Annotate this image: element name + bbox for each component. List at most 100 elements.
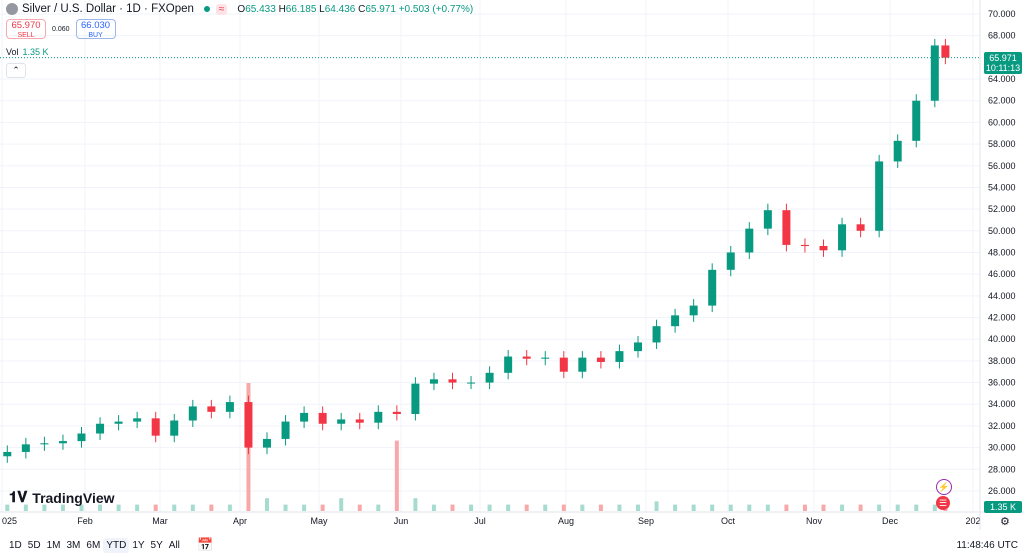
- candle-body: [96, 423, 105, 434]
- calendar-icon[interactable]: 📅: [197, 537, 214, 552]
- y-tick-label: 60.000: [988, 117, 1016, 127]
- range-5d[interactable]: 5D: [27, 540, 41, 551]
- candle-body: [467, 382, 476, 384]
- volume-bar: [636, 504, 640, 511]
- candle-body: [596, 357, 605, 362]
- candle-body: [838, 224, 847, 251]
- candle-body: [170, 420, 179, 436]
- candle-body: [930, 45, 939, 101]
- y-tick-label: 44.000: [988, 291, 1016, 301]
- candle-body: [634, 342, 642, 352]
- candle-body: [541, 357, 550, 359]
- candle-body: [114, 421, 123, 424]
- candle-body: [912, 100, 921, 141]
- volume-bar: [209, 504, 214, 511]
- range-1d[interactable]: 1D: [9, 540, 22, 551]
- y-tick-label: 48.000: [988, 247, 1016, 257]
- clock[interactable]: 11:48:46 UTC: [956, 540, 1018, 551]
- volume-bar: [710, 504, 715, 511]
- candle-body: [652, 326, 661, 343]
- volume-bar: [227, 504, 232, 511]
- range-all[interactable]: All: [168, 540, 180, 551]
- volume-bar: [543, 504, 548, 511]
- candle-body: [318, 412, 327, 424]
- x-tick-label: Mar: [152, 516, 168, 526]
- y-tick-label: 32.000: [988, 421, 1016, 431]
- range-5y[interactable]: 5Y: [150, 540, 163, 551]
- x-tick-label: Oct: [721, 516, 736, 526]
- candle-body: [207, 406, 216, 412]
- volume-bar: [654, 501, 659, 511]
- range-1m[interactable]: 1M: [46, 540, 61, 551]
- x-tick-label: Apr: [233, 516, 247, 526]
- volume-bar: [302, 504, 307, 511]
- lightning-icon[interactable]: ⚡: [936, 479, 952, 495]
- volume-bar: [153, 504, 158, 511]
- range-3m[interactable]: 3M: [66, 540, 81, 551]
- candle-body: [819, 245, 828, 251]
- buy-button[interactable]: 66.030 BUY: [75, 19, 116, 39]
- volume-bar: [431, 504, 436, 511]
- volume-bar: [858, 504, 863, 511]
- candle-body: [726, 252, 735, 270]
- y-tick-label: 52.000: [988, 204, 1016, 214]
- candle-body: [763, 210, 772, 229]
- y-tick-label: 50.000: [988, 226, 1016, 236]
- y-tick-label: 26.000: [988, 486, 1016, 496]
- candle-body: [392, 411, 401, 414]
- volume-bar: [487, 504, 492, 511]
- y-tick-label: 28.000: [988, 464, 1016, 474]
- candle-body: [244, 402, 253, 448]
- candle-body: [151, 418, 160, 436]
- volume-bar: [877, 504, 882, 511]
- volume-bar: [598, 504, 603, 511]
- volume-bar: [691, 504, 696, 511]
- volume-bar: [98, 504, 103, 511]
- volume-bar: [840, 504, 845, 511]
- candle-body: [893, 140, 902, 162]
- y-tick-label: 40.000: [988, 334, 1016, 344]
- volume-bar: [747, 504, 752, 511]
- y-tick-label: 70.000: [988, 9, 1016, 19]
- candle-body: [429, 379, 438, 384]
- volume-bar: [394, 440, 399, 511]
- range-ytd[interactable]: YTD: [103, 538, 130, 553]
- x-tick-label: 025: [2, 516, 17, 526]
- volume-bar: [23, 504, 28, 511]
- x-tick-label: Dec: [882, 516, 899, 526]
- price-chart[interactable]: 70.000 68.000 64.000 62.000 60.000 58.000 56.0…: [0, 0, 1024, 530]
- volume-bar: [802, 504, 807, 511]
- volume-bar: [895, 504, 900, 511]
- symbol-legend: Silver / U.S. Dollar · 1D · FXOpen ≈ O65…: [6, 3, 473, 15]
- candle-body: [3, 451, 12, 457]
- x-tick-label: Jun: [394, 516, 409, 526]
- candle-body: [133, 418, 142, 422]
- us-flag-events-icon[interactable]: ☰: [936, 496, 950, 510]
- x-tick-label: May: [310, 516, 328, 526]
- range-6m[interactable]: 6M: [86, 540, 101, 551]
- candle-body: [615, 351, 624, 362]
- candle-body: [58, 441, 67, 444]
- candle-body: [941, 45, 950, 58]
- volume-bar: [265, 498, 269, 511]
- candle-body: [856, 224, 865, 231]
- trade-panel: 65.970 SELL 0.060 66.030 BUY: [6, 19, 116, 39]
- symbol-title[interactable]: Silver / U.S. Dollar · 1D · FXOpen: [22, 3, 194, 15]
- settings-icon[interactable]: ⚙: [1000, 516, 1010, 528]
- candle-body: [188, 406, 197, 421]
- silver-symbol-icon: [6, 3, 18, 15]
- candle-body: [374, 411, 383, 423]
- sell-button[interactable]: 65.970 SELL: [6, 19, 46, 39]
- volume-bar: [116, 504, 121, 511]
- x-tick-label: Feb: [77, 516, 93, 526]
- range-1y[interactable]: 1Y: [132, 540, 145, 551]
- wave-icon: ≈: [215, 3, 228, 15]
- volume-bar: [376, 504, 381, 511]
- collapse-legend-button[interactable]: ⌃: [6, 63, 26, 78]
- volume-bar: [42, 504, 47, 511]
- candle-body: [522, 356, 531, 359]
- y-tick-label: 62.000: [988, 96, 1016, 106]
- last-price-badge: 65.971 10:11:13: [984, 52, 1022, 74]
- y-tick-label: 54.000: [988, 182, 1016, 192]
- candle-body: [504, 356, 513, 373]
